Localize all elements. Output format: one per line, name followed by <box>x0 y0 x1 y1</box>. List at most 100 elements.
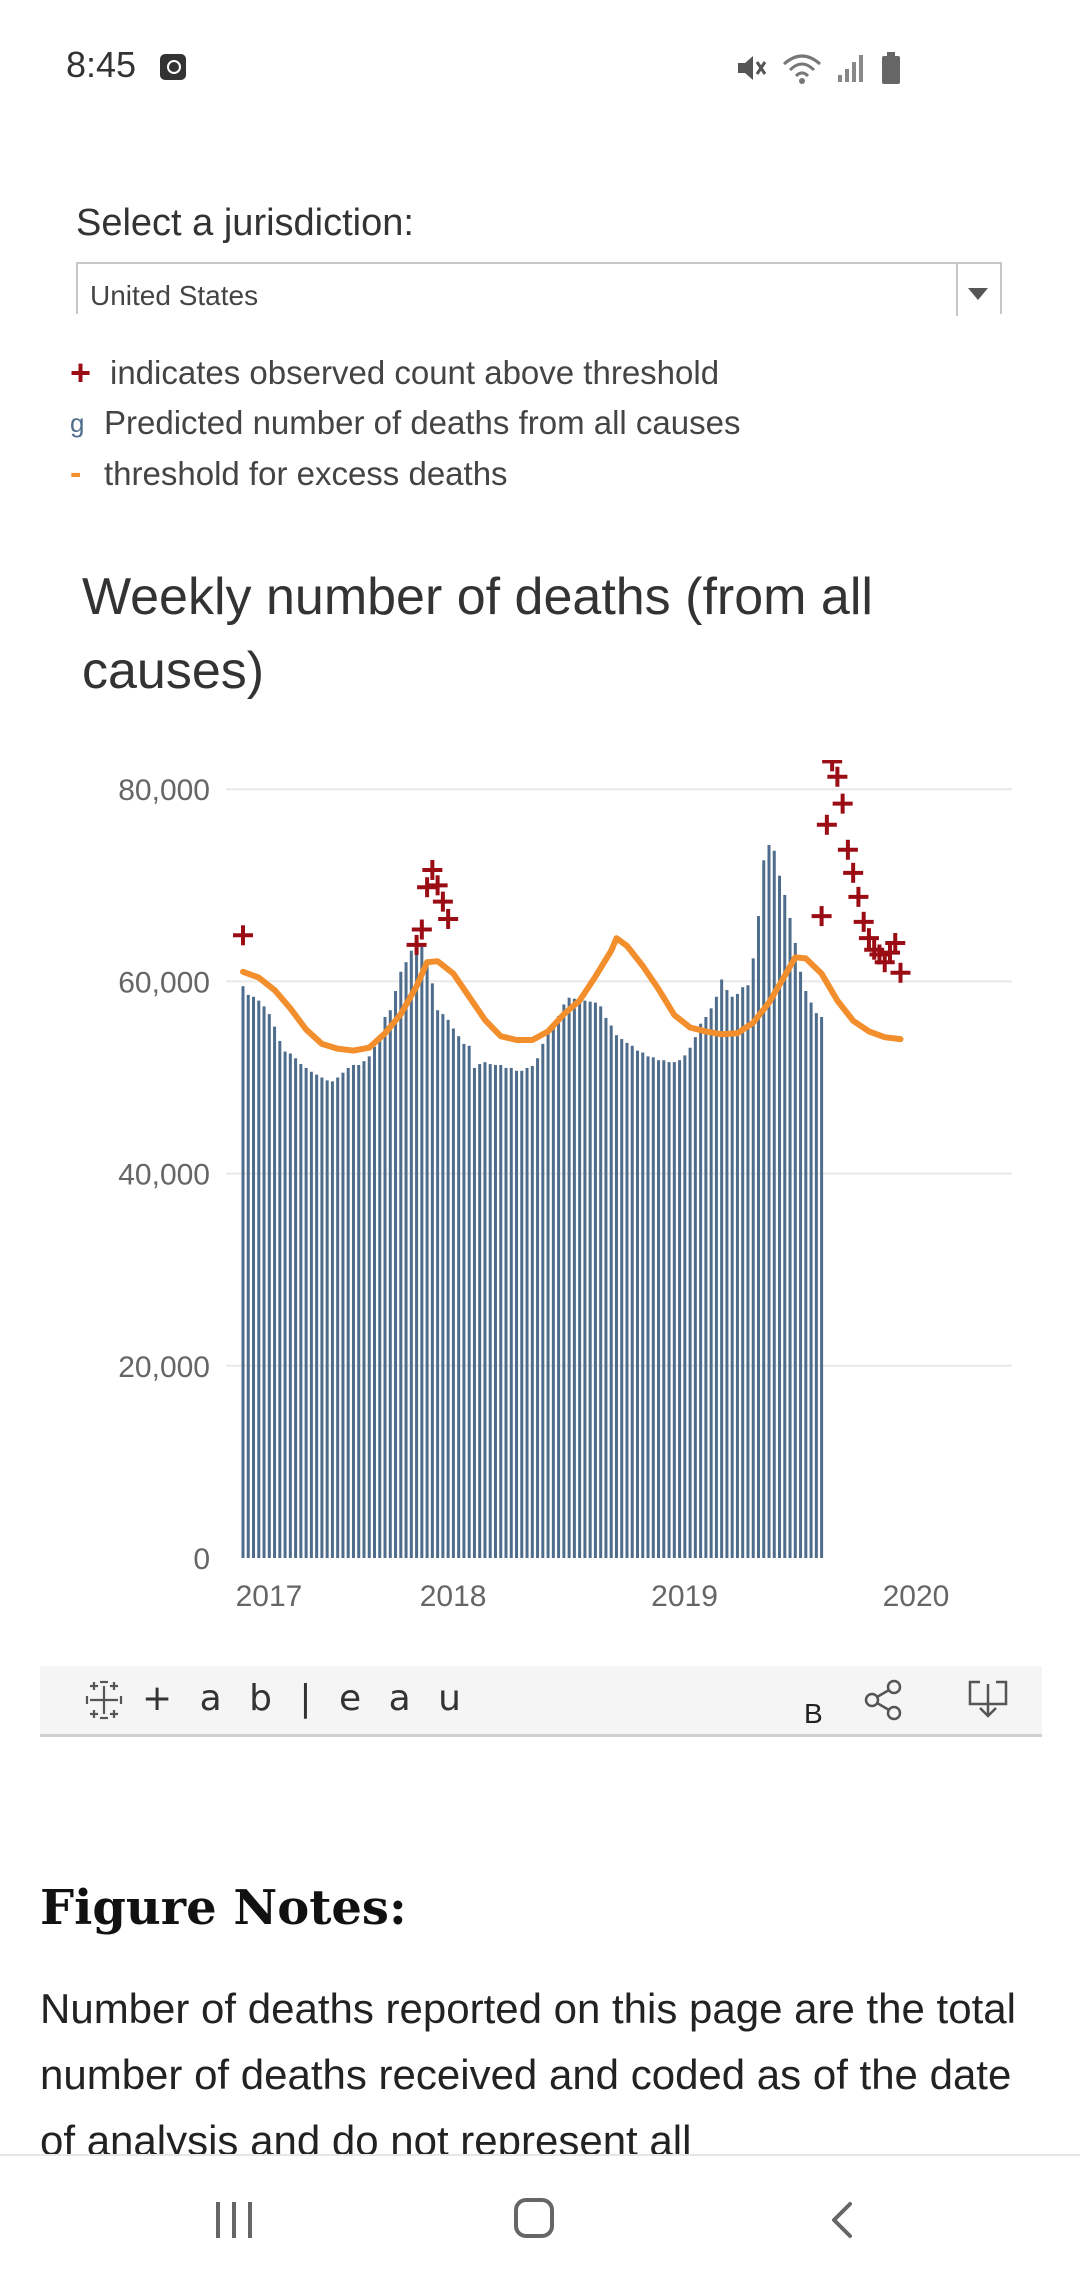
threshold-marker-icon: - <box>70 454 82 492</box>
chart-bar <box>325 1080 329 1558</box>
excess-death-marker <box>432 891 453 912</box>
excess-death-marker <box>843 862 864 883</box>
chart-bar <box>778 875 782 1558</box>
chart-bar <box>273 1026 277 1558</box>
jurisdiction-value: United States <box>90 280 259 311</box>
chart-bar <box>378 1035 382 1558</box>
chart-bar <box>814 1013 818 1558</box>
chart-bar <box>341 1072 345 1558</box>
x-tick-label: 2020 <box>883 1580 950 1613</box>
chart-bar <box>730 996 734 1558</box>
select-divider <box>956 264 958 316</box>
chart-bar <box>309 1071 313 1558</box>
chart-bar <box>767 844 771 1558</box>
chart-bar <box>257 1000 261 1558</box>
mute-icon <box>738 56 767 80</box>
excess-death-marker <box>832 793 853 814</box>
excess-death-marker <box>233 925 253 946</box>
weekly-deaths-chart[interactable]: 0 20,000 40,000 60,000 80,000 2017 2018 2019 202… <box>0 760 1080 1620</box>
share-icon[interactable] <box>862 1678 906 1722</box>
chart-bar <box>388 1010 392 1558</box>
chart-bar <box>451 1028 455 1558</box>
chart-bar <box>599 1006 603 1558</box>
chart-bar <box>604 1017 608 1558</box>
chart-bar <box>467 1045 471 1558</box>
chart-bar <box>483 1062 487 1558</box>
chart-bar <box>415 941 419 1558</box>
tableau-logo-icon[interactable] <box>84 1680 124 1720</box>
excess-death-marker <box>890 962 911 983</box>
chart-bar <box>320 1077 324 1558</box>
chart-bar <box>315 1074 319 1558</box>
tableau-wordmark[interactable]: + a b | e a u <box>142 1678 469 1719</box>
chart-bar <box>588 1001 592 1558</box>
excess-death-marker <box>837 839 858 860</box>
chart-bar <box>457 1036 461 1558</box>
legend-item-threshold: - threshold for excess deaths <box>70 454 508 493</box>
chart-bar <box>299 1064 303 1558</box>
chart-bar <box>625 1042 629 1558</box>
chart-bar <box>330 1081 334 1558</box>
chart-bar <box>636 1050 639 1558</box>
download-icon[interactable] <box>966 1676 1010 1722</box>
chart-bar <box>804 991 808 1558</box>
chart-bar <box>436 1010 440 1558</box>
back-icon[interactable] <box>822 2200 862 2240</box>
chart-bar <box>756 916 760 1558</box>
chart-bar <box>683 1055 687 1558</box>
recent-apps-icon[interactable] <box>214 2202 254 2238</box>
chart-bar <box>515 1070 519 1558</box>
chart-bar <box>551 1023 555 1558</box>
chart-bar <box>404 962 408 1558</box>
chevron-down-icon[interactable] <box>968 288 988 300</box>
excess-death-marker <box>438 908 459 929</box>
x-tick-label: 2017 <box>236 1580 303 1613</box>
chart-bar <box>788 917 792 1558</box>
chart-bar <box>720 979 724 1558</box>
chart-bar <box>336 1077 340 1558</box>
tableau-toolbar: + a b | e a u B <box>40 1666 1042 1737</box>
chart-bar <box>809 1002 813 1558</box>
chart-bar <box>373 1046 376 1558</box>
chart-bar <box>672 1062 676 1558</box>
chart-bar <box>620 1039 624 1558</box>
navigation-bar <box>0 2154 1080 2280</box>
jurisdiction-select[interactable]: United States <box>76 262 1002 316</box>
chart-bar <box>609 1025 613 1558</box>
chart-bar <box>267 1014 271 1558</box>
chart-bar <box>304 1067 308 1558</box>
chart-bar <box>472 1067 476 1558</box>
chart-bar <box>746 985 750 1558</box>
chart-bar <box>799 971 803 1558</box>
chart-bar <box>446 1019 450 1558</box>
chart-bar <box>714 996 718 1558</box>
legend-text: Predicted number of deaths from all caus… <box>104 404 741 441</box>
chart-bar <box>351 1065 355 1558</box>
chart-bar <box>567 997 571 1558</box>
chart-bar <box>441 1014 445 1558</box>
chart-bar <box>593 1002 597 1558</box>
threshold-line <box>240 935 904 1054</box>
chart-bar <box>241 986 245 1558</box>
chart-bar <box>735 993 739 1558</box>
legend-text: threshold for excess deaths <box>104 454 508 492</box>
chart-bar <box>693 1037 697 1558</box>
chart-bar <box>488 1064 492 1558</box>
chart-bar <box>262 1006 266 1558</box>
notes-heading: Figure Notes: <box>40 1880 407 1936</box>
chart-bar <box>246 994 250 1558</box>
chart-title: Weekly number of deaths (from all causes… <box>82 568 873 700</box>
chart-bar <box>709 1008 713 1558</box>
chart-bar <box>520 1070 524 1558</box>
excess-death-marker <box>411 919 432 940</box>
signal-icon <box>838 55 863 82</box>
chart-bar <box>657 1060 661 1558</box>
chart-bar <box>751 958 755 1558</box>
chart-bar <box>646 1056 650 1558</box>
chart-bar <box>630 1045 634 1558</box>
alarm-icon <box>160 54 186 80</box>
legend-item-observed: + indicates observed count above thresho… <box>70 352 719 394</box>
home-icon[interactable] <box>514 2198 554 2238</box>
chart-bar <box>346 1067 350 1558</box>
status-icons <box>734 50 902 86</box>
